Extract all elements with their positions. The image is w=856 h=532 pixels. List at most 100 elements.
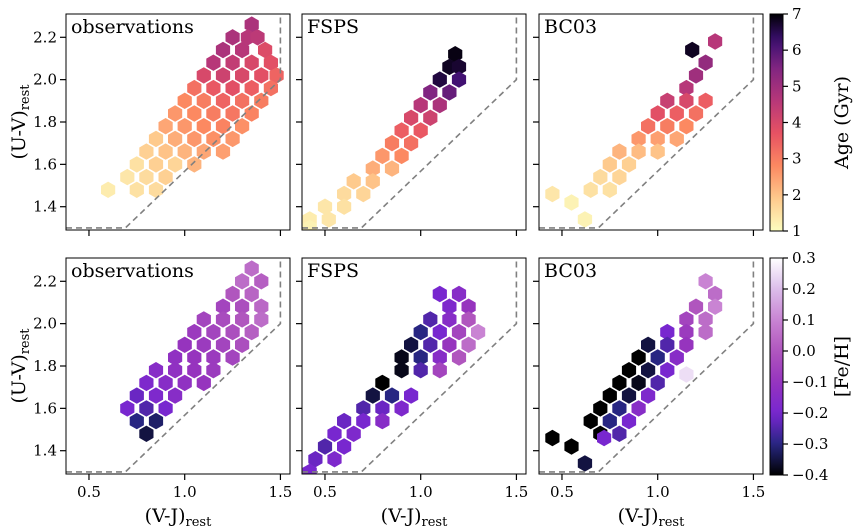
hexbin — [451, 285, 467, 303]
hexbin — [413, 323, 428, 341]
hexbins — [302, 285, 486, 474]
x-tick-label: 0.5 — [313, 483, 337, 501]
x-tick-label: 1.0 — [173, 483, 197, 501]
hexbin — [641, 362, 656, 379]
x-axis-label: (V-J)rest — [381, 505, 448, 530]
panel-title: observations — [71, 16, 194, 38]
hexbin — [327, 451, 342, 468]
colorbar-tick-label: 0.2 — [792, 280, 816, 298]
hexbin — [244, 16, 259, 33]
hexbin — [235, 311, 250, 328]
hexbin — [593, 400, 608, 417]
hexbin — [196, 374, 211, 392]
panel: 0.5 1.0 1.5 BC03 (V-J)rest — [533, 257, 765, 530]
hexbin — [129, 387, 144, 404]
hexbin — [206, 349, 221, 366]
hexbin — [413, 122, 428, 139]
hexbin — [158, 118, 173, 135]
hexbin — [404, 387, 419, 404]
hexbin — [708, 298, 723, 315]
hexbin — [612, 400, 627, 417]
hexbin — [564, 438, 579, 455]
hexbin — [254, 298, 269, 315]
hexbin — [168, 362, 183, 379]
panel: 1.4 1.6 1.8 2.0 2.2 observations (U-V)rest — [8, 13, 291, 236]
hexbin — [196, 311, 211, 328]
y-tick-label: 1.8 — [33, 113, 57, 131]
y-tick-label: 2.2 — [33, 272, 57, 290]
hexbin — [384, 135, 400, 152]
hexbin — [432, 349, 447, 366]
hexbin — [650, 349, 665, 366]
hexbin — [650, 105, 665, 122]
hexbin — [545, 185, 560, 203]
hexbin — [612, 143, 627, 160]
y-tick-label: 2.0 — [33, 315, 57, 333]
colorbar-tick-label: 1 — [792, 222, 802, 240]
hexbin — [187, 156, 202, 173]
hexbin — [423, 84, 438, 101]
panel-title: observations — [71, 260, 194, 282]
hexbin — [158, 400, 173, 417]
colorbar-tick-label: −0.3 — [792, 435, 828, 453]
panel: BC03 — [533, 13, 764, 236]
hexbin — [451, 323, 467, 341]
hexbin — [669, 105, 684, 122]
hexbin — [158, 374, 173, 392]
hexbin — [631, 349, 646, 366]
hexbin — [337, 198, 352, 215]
hexbin — [708, 33, 723, 50]
hexbin — [365, 173, 380, 190]
hexbin — [660, 92, 675, 109]
colorbar: −0.4 −0.3 −0.2 −0.1 0.0 0.1 0.2 0.3 [Fe/H] — [769, 249, 853, 484]
hexbin — [432, 285, 447, 303]
hexbin — [215, 311, 231, 328]
colorbar-gradient — [769, 13, 784, 232]
x-tick-label: 1.5 — [504, 483, 528, 501]
colorbar-tick-label: 0.1 — [792, 311, 816, 329]
hexbin — [346, 425, 361, 442]
hexbin — [206, 362, 221, 379]
hexbin — [196, 92, 211, 109]
hexbin — [139, 168, 154, 186]
hexbin — [432, 96, 447, 114]
hexbin — [187, 349, 202, 366]
hexbin — [206, 130, 221, 148]
hexbin — [317, 198, 333, 215]
colorbar-tick-label: 7 — [792, 5, 802, 23]
hexbin — [679, 311, 694, 328]
hexbin — [225, 54, 240, 71]
hexbin — [375, 147, 390, 165]
hexbin — [139, 400, 154, 417]
hexbin — [168, 387, 183, 404]
hexbin — [258, 41, 273, 59]
hexbin — [225, 130, 240, 148]
panel: 0.5 1.0 1.5 FSPS (V-J)rest — [296, 257, 528, 530]
hexbin — [206, 79, 221, 97]
hexbin — [235, 273, 250, 290]
hexbin — [698, 92, 713, 109]
hexbin — [187, 362, 202, 379]
hexbin — [187, 323, 202, 341]
hexbin — [593, 168, 608, 186]
colorbar-tick-label: 0.3 — [792, 249, 816, 267]
hexbin — [621, 412, 637, 430]
hexbin — [250, 29, 265, 46]
colorbar-tick-label: −0.1 — [792, 373, 828, 391]
hexbin — [688, 67, 704, 84]
hexbin — [308, 451, 323, 468]
hexbin — [375, 374, 390, 392]
hexbin — [708, 285, 723, 303]
hexbin — [545, 429, 560, 447]
hexbin — [650, 374, 665, 392]
hexbin — [461, 298, 476, 315]
hexbin — [577, 455, 593, 472]
hexbins — [101, 16, 284, 198]
hexbin — [206, 105, 221, 122]
x-tick-label: 0.5 — [77, 483, 101, 501]
hexbin — [321, 211, 336, 228]
hexbin — [168, 156, 183, 173]
panel: 0.5 1.0 1.5 1.4 1.6 1.8 2.0 2.2 observations (V-J… — [8, 257, 292, 530]
hexbin — [461, 311, 476, 328]
hexbin — [394, 349, 409, 366]
